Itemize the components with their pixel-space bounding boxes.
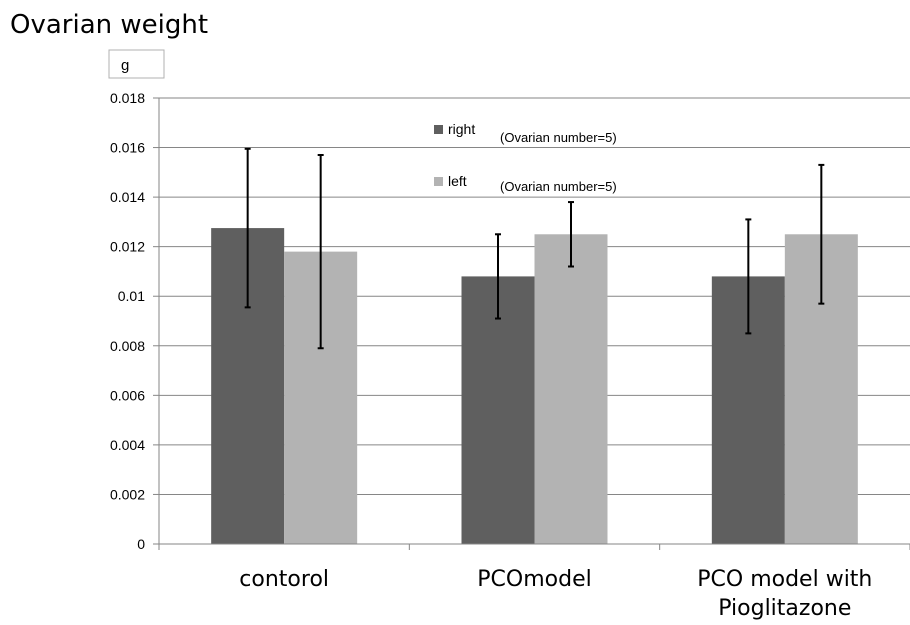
y-tick-label: 0.008 [110, 338, 145, 354]
bars [211, 228, 858, 545]
legend-note-left: (Ovarian number=5) [500, 179, 617, 194]
y-tick-label: 0.012 [110, 239, 145, 255]
x-category-label: Pioglitazone [718, 596, 851, 621]
y-tick-label: 0.004 [110, 437, 145, 453]
y-tick-label: 0.002 [110, 486, 145, 502]
y-tick-label: 0.01 [118, 288, 145, 304]
chart-title: Ovarian weight [10, 10, 208, 40]
y-axis-tick-labels: 0 0.002 0.004 0.006 0.008 0.01 0.012 0.014 0.016… [110, 90, 145, 552]
y-tick-label: 0.016 [110, 140, 145, 156]
legend-swatch-left [434, 177, 443, 186]
bar-left [534, 234, 608, 544]
legend-swatch-right [434, 125, 443, 134]
bar-right [461, 276, 535, 544]
y-tick-label: 0.014 [110, 189, 145, 205]
x-category-label: PCOmodel [477, 567, 591, 592]
x-axis-category-labels: contorol PCOmodel PCO model with Pioglitazo… [239, 567, 872, 621]
y-tick-label: 0.018 [110, 90, 145, 106]
error-bars [244, 147, 825, 350]
legend: right (Ovarian number=5) left (Ovarian n… [434, 121, 617, 194]
y-tick-label: 0.006 [110, 387, 145, 403]
x-category-label: PCO model with [697, 567, 872, 592]
unit-box [108, 49, 165, 79]
axes [153, 97, 910, 550]
legend-note-right: (Ovarian number=5) [500, 130, 617, 145]
x-category-label: contorol [239, 567, 329, 592]
legend-label-left: left [448, 173, 467, 189]
legend-label-right: right [448, 121, 475, 137]
y-tick-label: 0 [137, 536, 145, 552]
unit-label: g [121, 57, 129, 74]
